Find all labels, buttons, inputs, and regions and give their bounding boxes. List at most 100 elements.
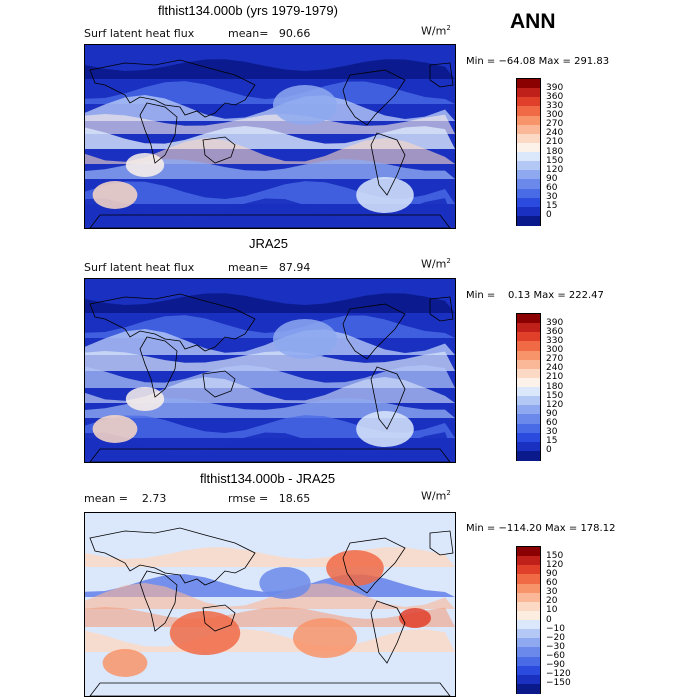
panel-3-left-label: mean = 2.73	[84, 492, 167, 505]
colorbar-tick-label: 60	[546, 578, 558, 588]
colorbar-tick-label: 210	[546, 372, 564, 383]
colorbar-tick-label: 90	[546, 408, 558, 419]
colorbar-tick-label: −60	[546, 651, 565, 661]
colorbar-swatch	[517, 332, 540, 342]
panel-1-units: W/m2	[421, 24, 451, 38]
panel-3-title: flthist134.000b - JRA25	[200, 471, 336, 486]
colorbar-tick-label: 150	[546, 390, 564, 401]
colorbar-swatch	[517, 314, 540, 324]
panel-2-units: W/m2	[421, 257, 451, 271]
panel-2-title: JRA25	[249, 236, 289, 251]
colorbar-swatch	[517, 197, 540, 208]
panel-2-colorbar: 390 360 330 300 270 240 210 180 150 120 90 60 30 15 0	[516, 313, 563, 461]
colorbar-swatch	[517, 323, 540, 333]
colorbar-tick-label: 30	[546, 587, 558, 598]
colorbar-tick-label: 60	[546, 183, 558, 193]
colorbar-tick-label: 270	[546, 119, 564, 130]
colorbar-tick-label: 0	[546, 445, 552, 456]
colorbar-swatch	[517, 188, 540, 199]
colorbar-tick-label: 150	[546, 155, 564, 166]
colorbar-tick-label: −120	[546, 669, 571, 680]
colorbar-tick-label: 30	[546, 192, 558, 203]
panel-3-units: W/m2	[421, 489, 451, 503]
colorbar-swatch	[517, 414, 540, 424]
colorbar-tick-label: 0	[546, 210, 552, 221]
colorbar-swatch	[517, 629, 540, 639]
colorbar-swatch	[517, 547, 540, 557]
colorbar-tick-label: 270	[546, 354, 564, 365]
colorbar-tick-label: 210	[546, 137, 564, 148]
colorbar-swatch	[517, 341, 540, 351]
panel-1-left-label: Surf latent heat flux	[84, 27, 195, 40]
colorbar-swatch	[517, 97, 540, 107]
panel-1-minmax: Min = −64.08 Max = 291.83	[466, 56, 610, 67]
colorbar-swatch	[517, 610, 540, 621]
colorbar-swatch	[517, 638, 540, 648]
panel-1-colorbar: 390 360 330 300 270 240 210 180 150 120 90 60 30 15 0	[516, 78, 563, 226]
panel-3-map	[84, 512, 456, 697]
colorbar-swatch	[517, 152, 540, 162]
colorbar-swatch	[517, 161, 540, 171]
colorbar-swatch	[517, 432, 540, 443]
colorbar-swatch	[517, 656, 540, 667]
colorbar-swatch	[517, 206, 540, 217]
colorbar-tick-label: −150	[546, 678, 571, 689]
colorbar-tick-label: 240	[546, 128, 564, 139]
colorbar-swatch	[517, 683, 540, 694]
colorbar-tick-label: 90	[546, 173, 558, 184]
colorbar-tick-label: 390	[546, 82, 564, 93]
colorbar-tick-label: 300	[546, 110, 564, 120]
colorbar-swatch	[517, 133, 540, 144]
colorbar-swatch	[517, 215, 540, 226]
season-label: ANN	[510, 10, 556, 33]
colorbar-swatch	[517, 377, 540, 388]
colorbar-tick-label: 390	[546, 317, 564, 328]
colorbar-swatch	[517, 620, 540, 630]
colorbar-swatch	[517, 565, 540, 575]
colorbar-tick-label: 90	[546, 568, 558, 579]
panel-2-minmax: Min = 0.13 Max = 222.47	[466, 290, 604, 301]
colorbar-swatch	[517, 592, 540, 603]
panel-1-map	[84, 44, 456, 229]
panel-2-map-svg	[85, 279, 455, 462]
panel-2-right-label: mean= 87.94	[228, 261, 311, 274]
panel-1-title: flthist134.000b (yrs 1979-1979)	[158, 3, 338, 18]
colorbar-swatch	[517, 170, 540, 180]
colorbar-tick-label: −30	[546, 641, 565, 652]
colorbar-swatch	[517, 350, 540, 361]
panel-3-minmax: Min = −114.20 Max = 178.12	[466, 523, 616, 534]
colorbar-tick-label: 120	[546, 164, 564, 175]
colorbar-swatch	[517, 556, 540, 566]
colorbar-tick-label: 120	[546, 399, 564, 410]
colorbar-swatch	[517, 79, 540, 89]
colorbar-tick-label: −10	[546, 623, 565, 634]
colorbar-tick-label: 0	[546, 614, 552, 625]
colorbar-swatch	[517, 441, 540, 452]
colorbar-swatch	[517, 601, 540, 612]
colorbar-tick-label: 180	[546, 381, 564, 392]
colorbar-tick-label: 60	[546, 418, 558, 428]
panel-3-colorbar: 150 120 90 60 30 20 10 0 −10 −20 −30 −60 −90 −120 −150	[516, 546, 571, 694]
colorbar-tick-label: 360	[546, 326, 564, 337]
colorbar-swatch	[517, 179, 540, 189]
panel-1-right-label: mean= 90.66	[228, 27, 311, 40]
colorbar-swatch	[517, 142, 540, 153]
colorbar-tick-label: 15	[546, 201, 558, 212]
colorbar-swatch	[517, 359, 540, 370]
colorbar-tick-label: 15	[546, 436, 558, 447]
colorbar-tick-label: 240	[546, 363, 564, 374]
colorbar-swatch	[517, 124, 540, 135]
panel-2-map	[84, 278, 456, 463]
colorbar-tick-label: −20	[546, 632, 565, 643]
colorbar-swatch	[517, 423, 540, 434]
colorbar-swatch	[517, 88, 540, 98]
colorbar-swatch	[517, 396, 540, 406]
colorbar-tick-label: 360	[546, 91, 564, 102]
colorbar-tick-label: 10	[546, 605, 558, 616]
panel-2-left-label: Surf latent heat flux	[84, 261, 195, 274]
colorbar-swatch	[517, 674, 540, 685]
colorbar-swatch	[517, 583, 540, 594]
colorbar-tick-label: 20	[546, 596, 558, 607]
colorbar-swatch	[517, 368, 540, 379]
panel-3-right-label: rmse = 18.65	[228, 492, 311, 505]
